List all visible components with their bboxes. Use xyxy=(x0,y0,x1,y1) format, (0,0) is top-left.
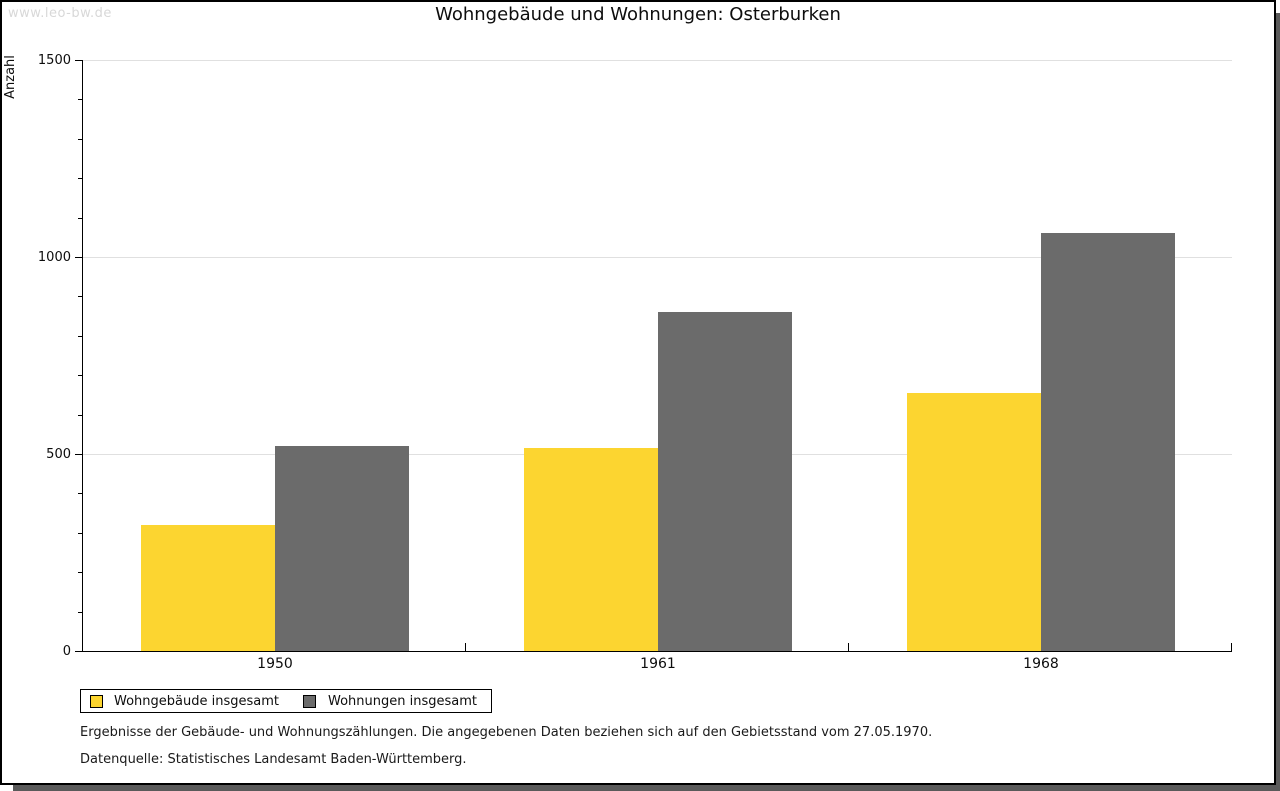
y-tick-minor-900 xyxy=(78,296,83,297)
legend-swatch-wohngebaeude xyxy=(90,694,103,708)
y-tick-minor-700 xyxy=(78,375,83,376)
y-tick-minor-600 xyxy=(78,415,83,416)
footer-source: Datenquelle: Statistisches Landesamt Bad… xyxy=(80,752,467,767)
y-tick-major-500 xyxy=(75,454,83,455)
y-tick-minor-1100 xyxy=(78,218,83,219)
bar-1950-wohnungen xyxy=(275,446,409,651)
y-tick-major-1500 xyxy=(75,60,83,61)
bar-1961-wohnungen xyxy=(658,312,792,651)
plot-area: 0 500 1000 1500 1950 1961 1968 xyxy=(38,54,1232,672)
y-tick-minor-1200 xyxy=(78,178,83,179)
frame-shadow-bottom xyxy=(13,785,1280,791)
legend-label-wohnungen: Wohnungen insgesamt xyxy=(328,693,477,709)
gridline-1000 xyxy=(83,257,1232,258)
y-tick-label-500: 500 xyxy=(46,447,71,462)
y-tick-label-1000: 1000 xyxy=(37,250,71,265)
y-tick-minor-1300 xyxy=(78,139,83,140)
chart-title: Wohngebäude und Wohnungen: Osterburken xyxy=(435,4,841,25)
legend-label-wohngebaeude: Wohngebäude insgesamt xyxy=(114,693,279,709)
legend: Wohngebäude insgesamt Wohnungen insgesam… xyxy=(80,689,492,713)
x-category-label-1950: 1950 xyxy=(257,656,293,672)
bar-1950-wohngebaeude xyxy=(141,525,275,651)
x-boundary-tick-3 xyxy=(1231,643,1232,651)
y-tick-minor-300 xyxy=(78,533,83,534)
frame-shadow-right xyxy=(1276,13,1280,791)
footer-note: Ergebnisse der Gebäude- und Wohnungszähl… xyxy=(80,725,933,740)
bar-1961-wohngebaeude xyxy=(524,448,658,651)
x-category-label-1968: 1968 xyxy=(1023,656,1059,672)
y-tick-label-1500: 1500 xyxy=(37,53,71,68)
y-tick-minor-200 xyxy=(78,572,83,573)
legend-swatch-wohnungen xyxy=(303,694,316,708)
y-tick-major-1000 xyxy=(75,257,83,258)
y-tick-label-0: 0 xyxy=(62,644,71,659)
bar-1968-wohngebaeude xyxy=(907,393,1041,651)
x-category-label-1961: 1961 xyxy=(640,656,676,672)
y-tick-minor-1400 xyxy=(78,99,83,100)
y-tick-minor-100 xyxy=(78,612,83,613)
y-tick-major-0 xyxy=(75,651,83,652)
y-tick-minor-800 xyxy=(78,336,83,337)
y-tick-minor-400 xyxy=(78,493,83,494)
x-boundary-tick-2 xyxy=(848,643,849,651)
watermark: www.leo-bw.de xyxy=(8,6,112,21)
bar-1968-wohnungen xyxy=(1041,233,1175,651)
gridline-1500 xyxy=(83,60,1232,61)
x-boundary-tick-1 xyxy=(465,643,466,651)
